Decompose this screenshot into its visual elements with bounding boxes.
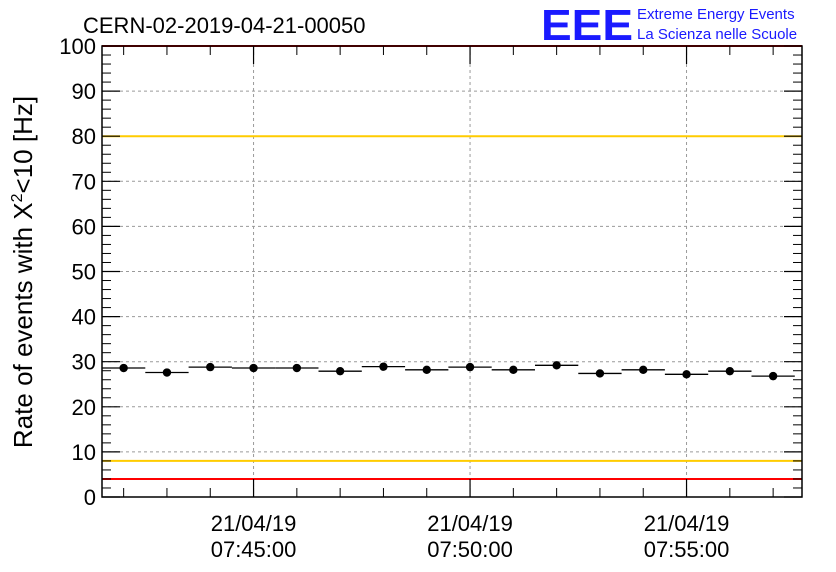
x-tick-label-date: 21/04/19 — [644, 511, 730, 536]
y-tick-label: 40 — [72, 305, 96, 330]
data-point — [119, 363, 128, 373]
data-point — [206, 362, 215, 372]
data-point — [682, 370, 691, 379]
x-tick-label-time: 07:50:00 — [427, 537, 513, 562]
y-tick-labels: 0 10 20 30 40 50 60 70 80 90 100 — [59, 34, 96, 510]
y-tick-label: 60 — [72, 214, 96, 239]
reference-lines — [102, 45, 802, 480]
eee-logo-mark: EEE — [541, 1, 633, 50]
data-point — [292, 363, 302, 373]
y-axis-label-base: Rate of events with X — [8, 202, 38, 448]
y-axis-label-tail: <10 [Hz] — [8, 96, 38, 194]
data-point — [552, 361, 561, 370]
eee-logo-line2: La Scienza nelle Scuole — [637, 26, 797, 43]
y-tick-label: 10 — [72, 440, 96, 465]
eee-logo-line1: Extreme Energy Events — [637, 6, 795, 23]
x-tick-label-date: 21/04/19 — [211, 511, 297, 536]
data-point — [379, 362, 388, 371]
y-tick-label: 80 — [72, 124, 96, 149]
y-tick-label: 0 — [84, 485, 96, 510]
y-axis-label-superscript: 2 — [9, 193, 26, 202]
data-point — [465, 362, 475, 372]
data-point — [249, 363, 258, 373]
x-tick-label-time: 07:55:00 — [644, 537, 730, 562]
x-tick-labels: 21/04/1907:45:0021/04/1907:50:0021/04/19… — [211, 511, 730, 562]
y-tick-label: 100 — [59, 34, 96, 59]
grid — [102, 46, 802, 497]
data-points — [102, 361, 795, 381]
x-tick-label-date: 21/04/19 — [427, 511, 513, 536]
y-tick-label: 70 — [72, 169, 96, 194]
y-tick-label: 20 — [72, 395, 96, 420]
data-point — [509, 365, 518, 375]
y-tick-label: 90 — [72, 79, 96, 104]
y-axis-label: Rate of events with X2<10 [Hz] — [8, 96, 38, 448]
data-point — [162, 368, 172, 377]
y-tick-label: 50 — [72, 260, 96, 285]
x-tick-label-time: 07:45:00 — [211, 537, 297, 562]
data-point — [725, 366, 735, 376]
eee-logo: EEE Extreme Energy Events La Scienza nel… — [541, 1, 797, 50]
data-point — [335, 366, 345, 376]
axis-ticks — [102, 45, 802, 498]
data-point — [422, 365, 431, 375]
y-tick-label: 30 — [72, 350, 96, 375]
data-point — [768, 371, 778, 381]
data-point — [595, 369, 605, 378]
data-point — [639, 365, 648, 375]
chart-title: CERN-02-2019-04-21-00050 — [83, 13, 366, 38]
